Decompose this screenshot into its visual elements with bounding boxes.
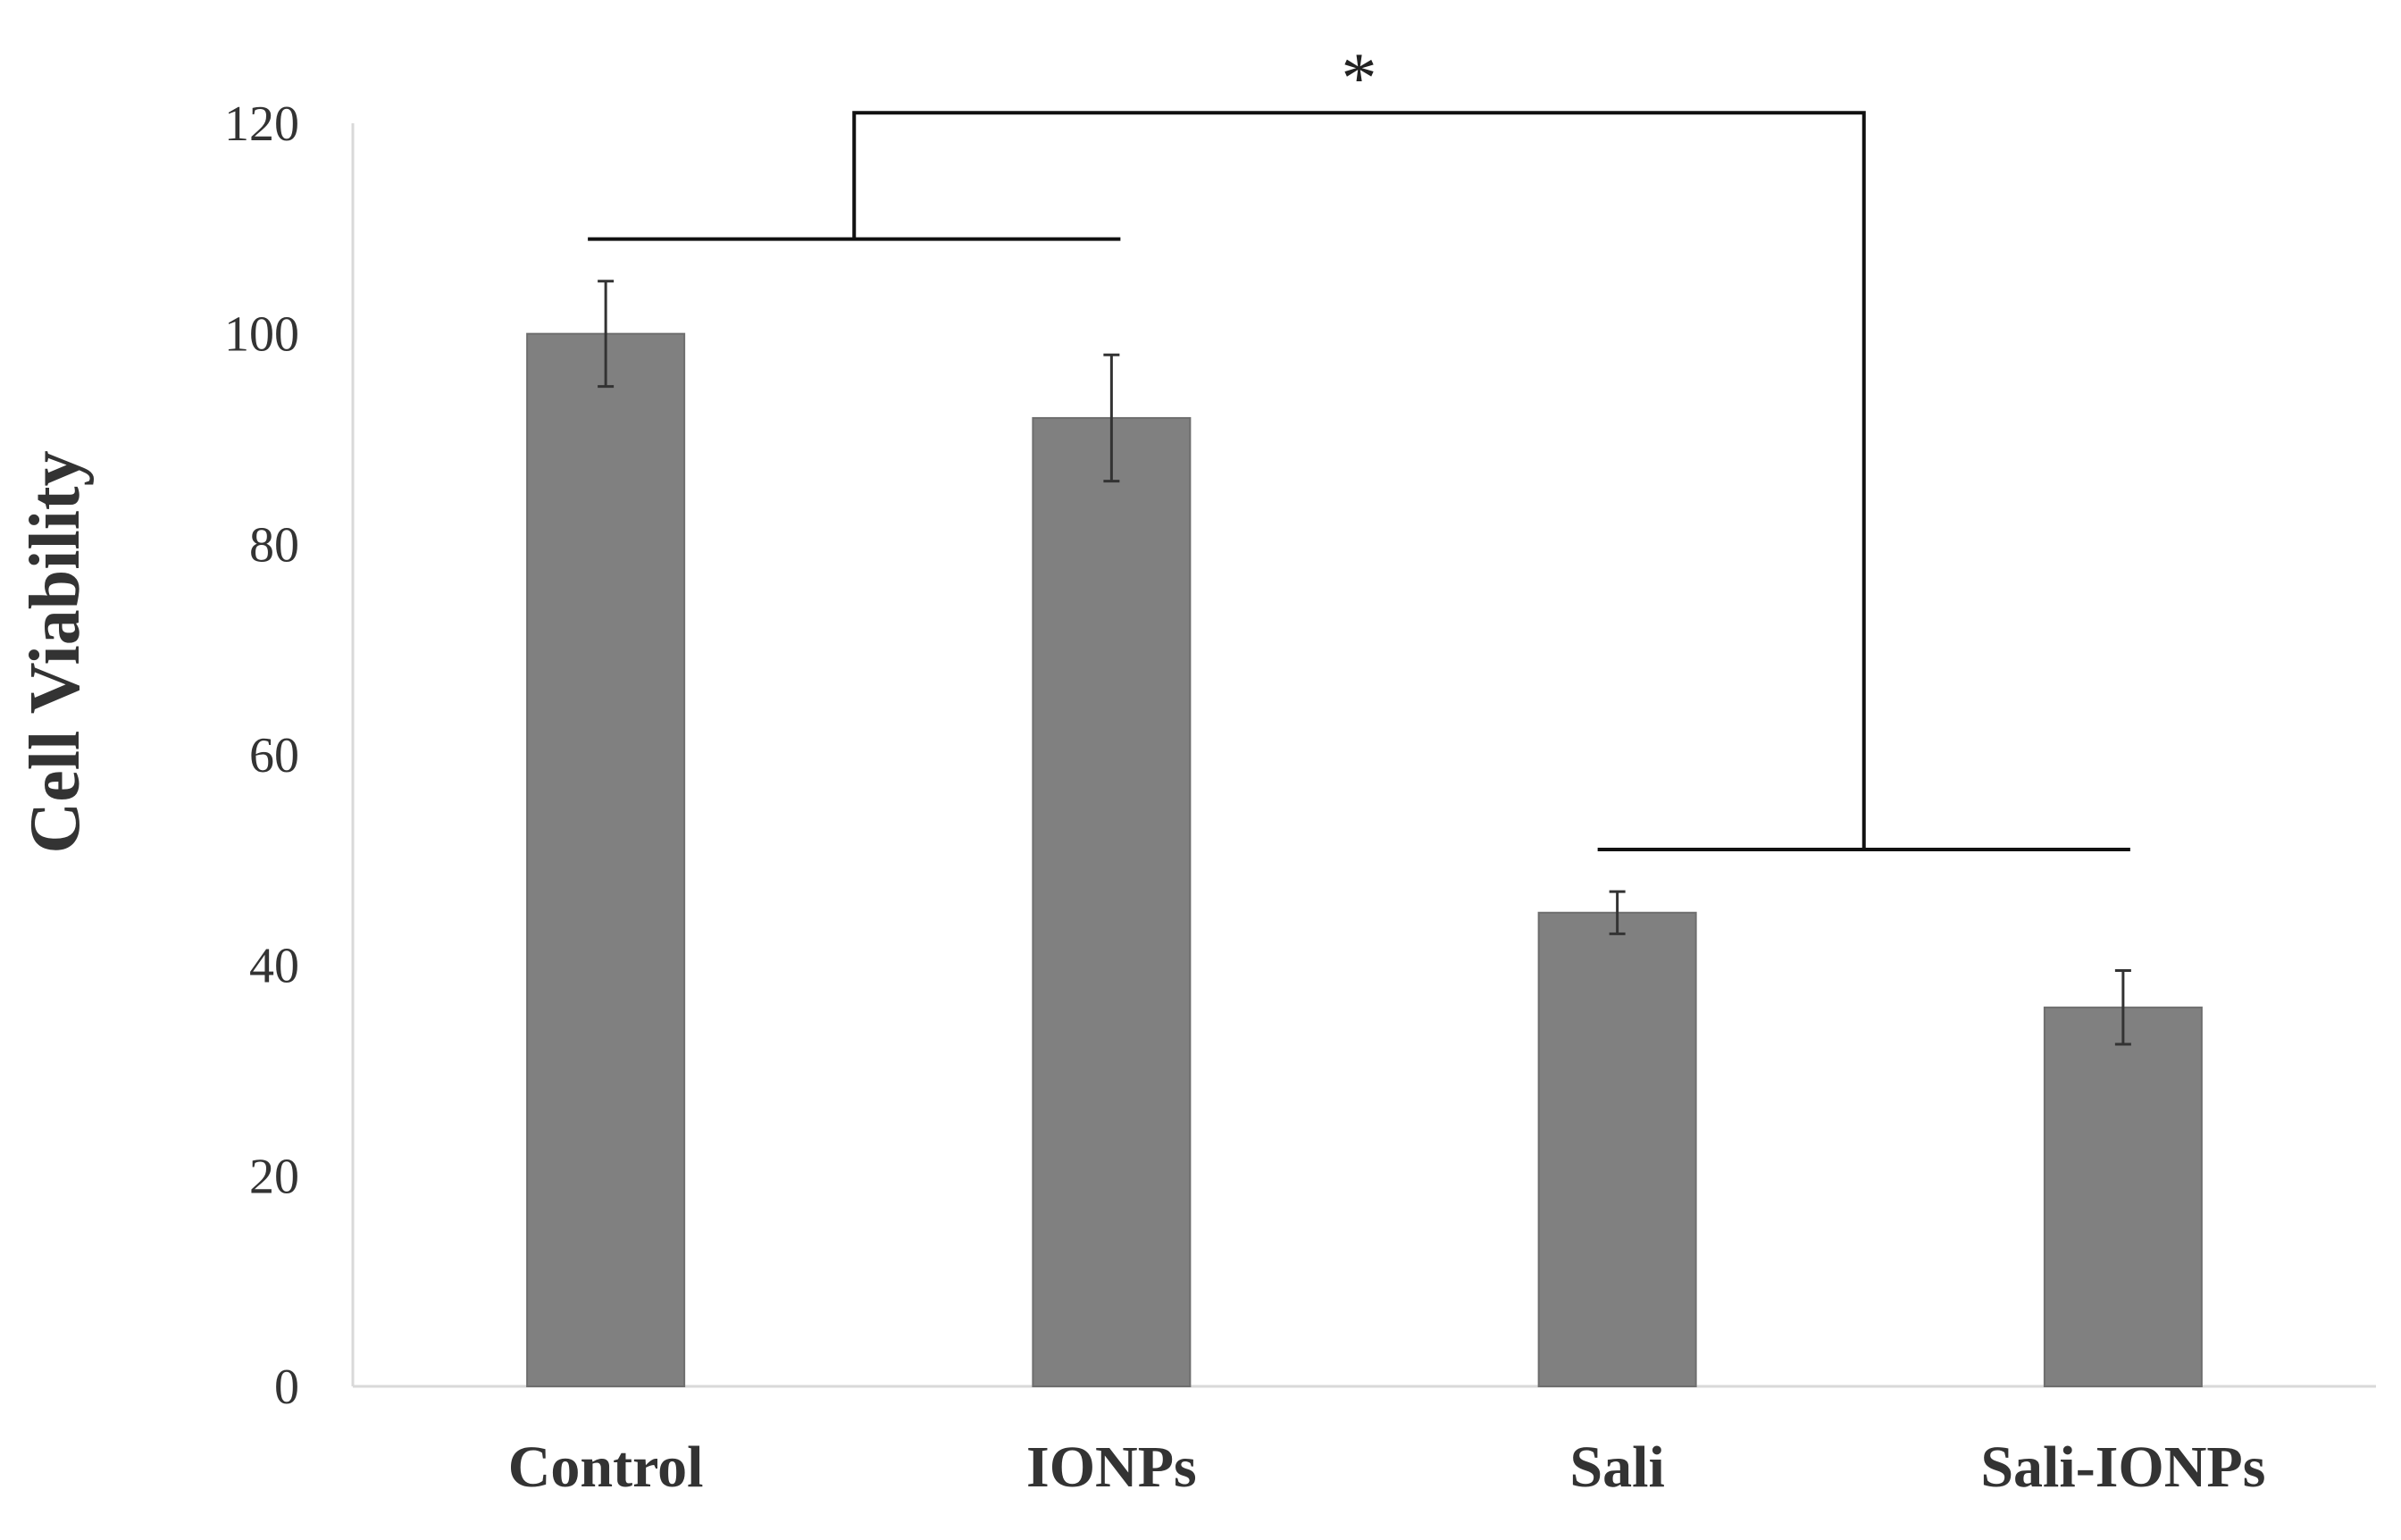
x-category-label: IONPs bbox=[1026, 1435, 1197, 1500]
y-tick-label: 40 bbox=[249, 939, 299, 994]
bars bbox=[526, 332, 2203, 1388]
axes bbox=[351, 123, 2376, 1388]
error-bars bbox=[598, 280, 2131, 1046]
x-category-label: Sali bbox=[1569, 1435, 1664, 1500]
significance-brackets bbox=[588, 111, 2130, 852]
y-tick-label: 100 bbox=[224, 307, 299, 363]
x-axis-category-labels: Control IONPs Sali Sali-IONPs bbox=[508, 1435, 2266, 1500]
x-category-label: Control bbox=[508, 1435, 704, 1500]
y-axis-title: Cell Viability bbox=[16, 450, 95, 853]
y-tick-label: 120 bbox=[224, 96, 299, 152]
bar bbox=[526, 332, 686, 1388]
x-category-label: Sali-IONPs bbox=[1980, 1435, 2265, 1500]
y-tick-label: 80 bbox=[249, 517, 299, 573]
bar bbox=[1032, 416, 1192, 1387]
y-tick-label: 60 bbox=[249, 728, 299, 783]
comparison-bracket bbox=[852, 111, 1866, 850]
y-axis-ticks: 0 20 40 60 80 100 120 bbox=[224, 96, 299, 1415]
significance-asterisk: * bbox=[1342, 39, 1377, 118]
bar bbox=[1537, 911, 1697, 1387]
bar bbox=[2043, 1006, 2203, 1388]
y-tick-label: 0 bbox=[274, 1360, 299, 1415]
y-tick-label: 20 bbox=[249, 1149, 299, 1204]
